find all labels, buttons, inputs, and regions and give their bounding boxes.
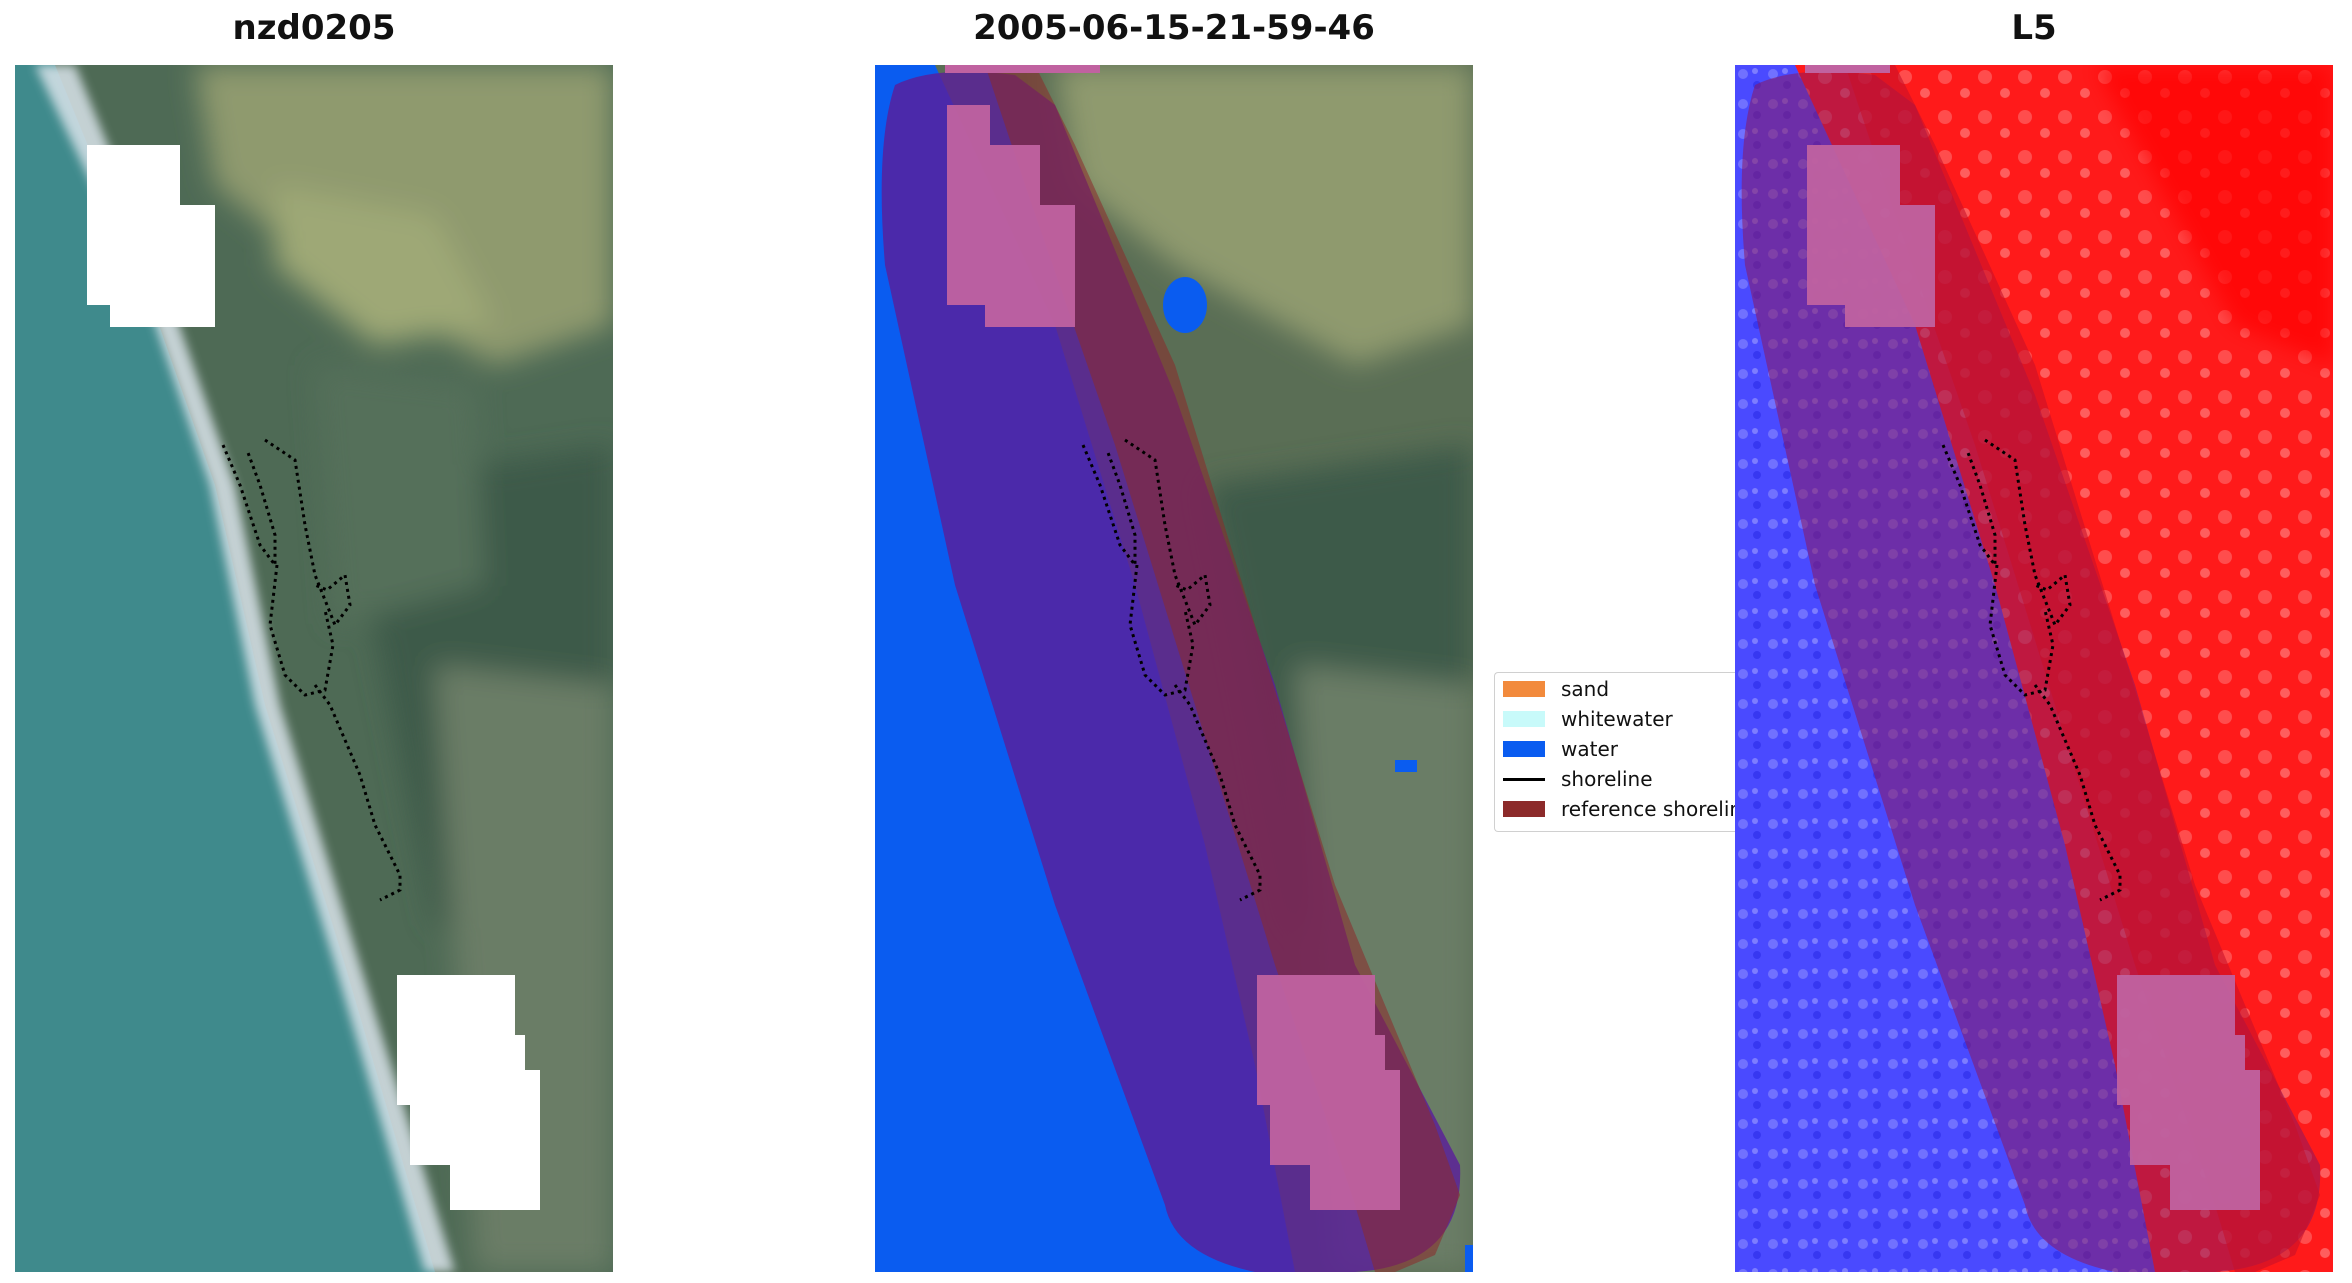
legend-label-reference-shoreline: reference shoreline: [1561, 797, 1735, 821]
legend: sand whitewater water shoreline referenc…: [1494, 672, 1735, 832]
legend-item-shoreline: shoreline: [1503, 767, 1653, 791]
legend-item-reference-shoreline: reference shoreline: [1503, 797, 1735, 821]
legend-swatch-sand: [1503, 681, 1545, 697]
legend-swatch-whitewater: [1503, 711, 1545, 727]
cloud-mask-bottom: [397, 975, 540, 1210]
classification-image: [875, 65, 1473, 1272]
panel-title-index: L5: [2011, 8, 2057, 48]
panel-title-rgb: nzd0205: [232, 8, 396, 48]
legend-label-water: water: [1561, 737, 1618, 761]
legend-item-water: water: [1503, 737, 1618, 761]
index-image: [1735, 65, 2333, 1272]
legend-label-sand: sand: [1561, 677, 1610, 701]
legend-item-whitewater: whitewater: [1503, 707, 1673, 731]
index-panel: [1735, 65, 2333, 1272]
rgb-image: [15, 65, 613, 1272]
legend-line-shoreline: [1503, 777, 1545, 781]
reference-shoreline-band: [985, 65, 1460, 1272]
legend-label-whitewater: whitewater: [1561, 707, 1673, 731]
rgb-image-panel: [15, 65, 613, 1272]
legend-label-shoreline: shoreline: [1561, 767, 1653, 791]
classification-panel: [875, 65, 1473, 1272]
cloud-mask-top: [87, 145, 215, 327]
legend-swatch-reference-shoreline: [1503, 801, 1545, 817]
legend-swatch-water: [1503, 741, 1545, 757]
legend-item-sand: sand: [1503, 677, 1609, 701]
panel-title-classification: 2005-06-15-21-59-46: [973, 8, 1375, 48]
shoreline-contour: [221, 438, 402, 902]
